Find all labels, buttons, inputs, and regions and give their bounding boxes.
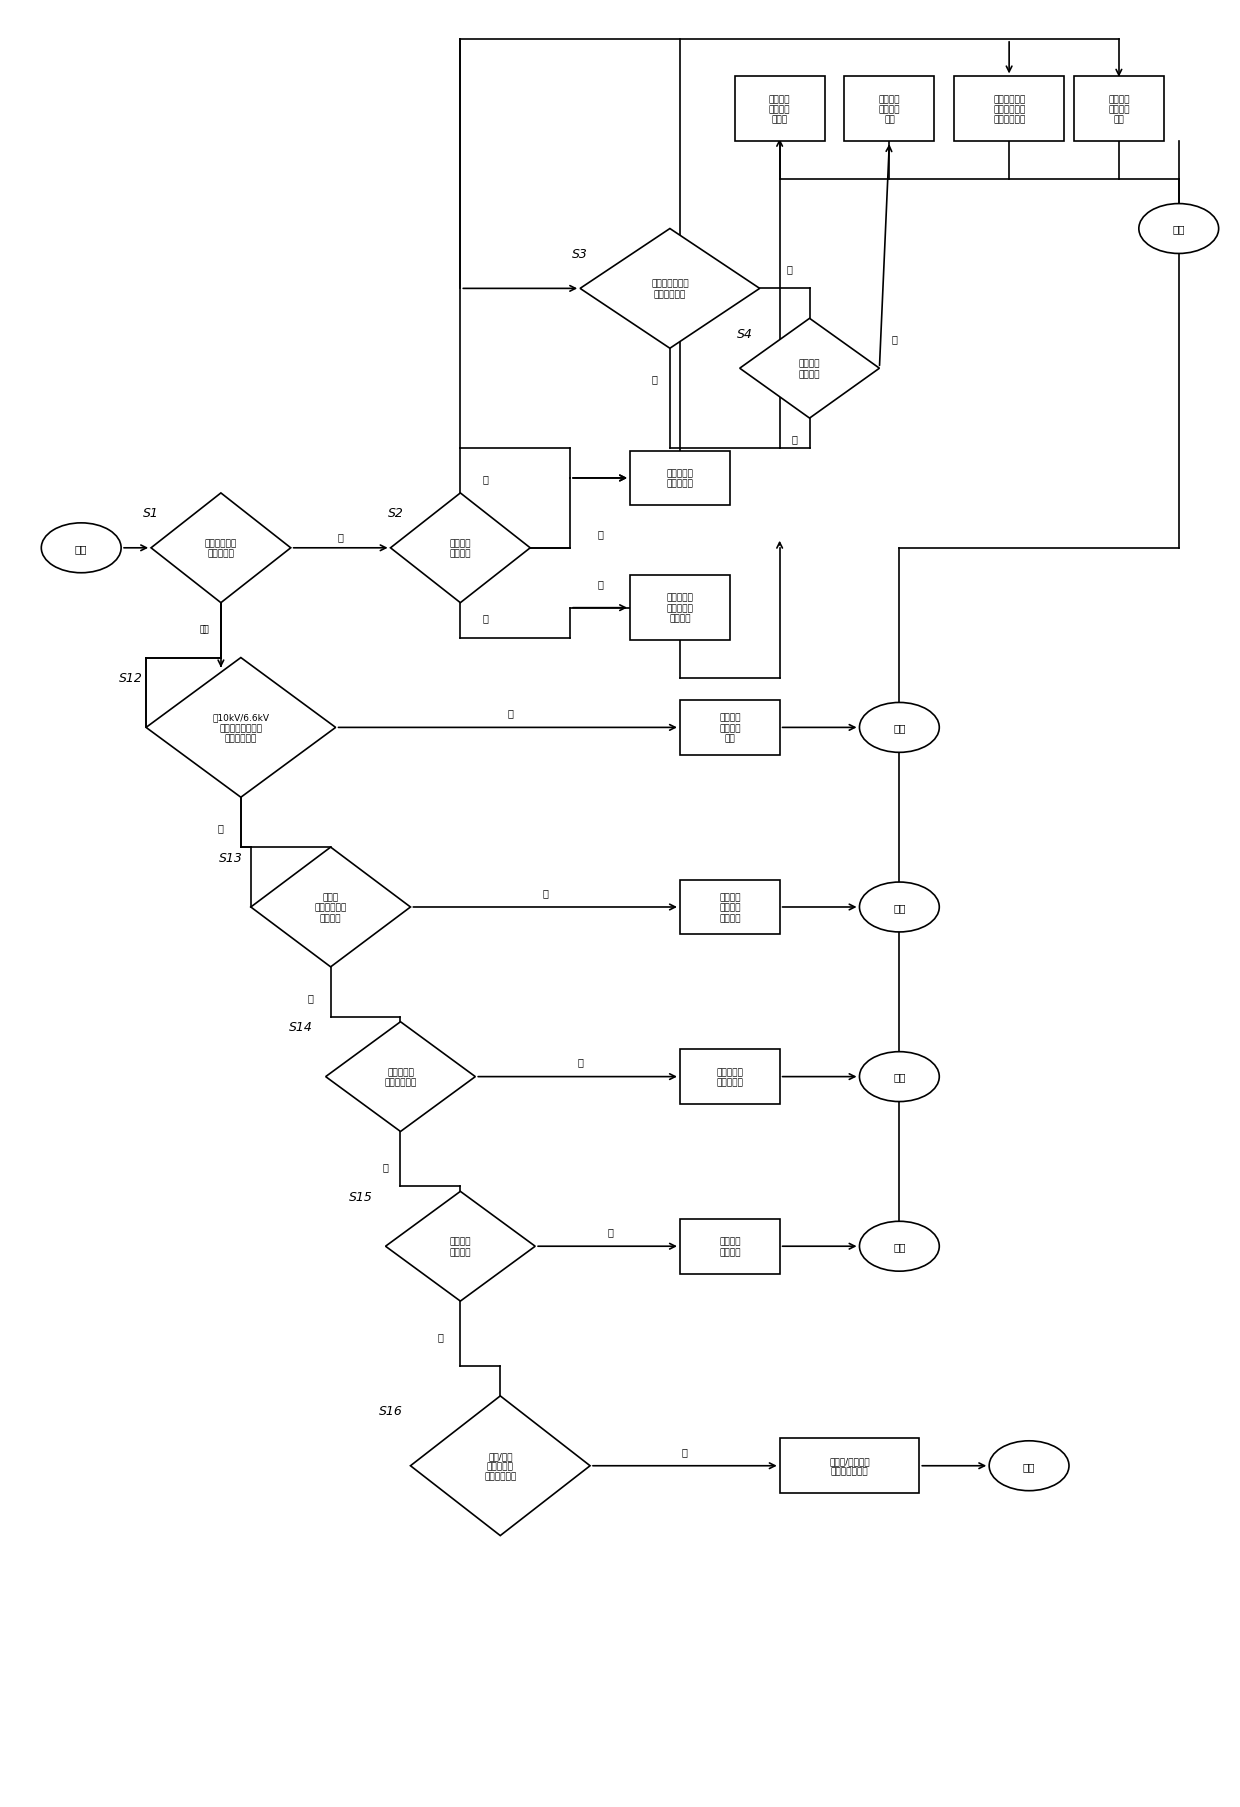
Text: 结束: 结束	[893, 1241, 905, 1252]
Text: 核电系统是否
为正常工况: 核电系统是否 为正常工况	[205, 538, 237, 558]
Polygon shape	[146, 658, 336, 799]
Ellipse shape	[859, 1222, 939, 1272]
Polygon shape	[410, 1397, 590, 1536]
Text: 是: 是	[507, 708, 513, 717]
Text: 中压/低压
移动发油机
接口是否可用: 中压/低压 移动发油机 接口是否可用	[484, 1451, 516, 1480]
Polygon shape	[391, 493, 531, 604]
Text: 是: 是	[577, 1057, 583, 1068]
Ellipse shape	[859, 882, 939, 932]
Text: 是: 是	[482, 613, 489, 623]
FancyBboxPatch shape	[780, 1438, 919, 1493]
Ellipse shape	[859, 703, 939, 754]
Text: 否: 否	[308, 992, 314, 1003]
Text: 结束: 结束	[893, 1072, 905, 1082]
FancyBboxPatch shape	[1074, 78, 1164, 143]
Text: 是: 是	[608, 1227, 613, 1236]
Text: S13: S13	[219, 851, 243, 864]
FancyBboxPatch shape	[630, 576, 730, 641]
Text: 由光伏或风
电系统供电: 由光伏或风 电系统供电	[717, 1068, 743, 1086]
FancyBboxPatch shape	[680, 1220, 780, 1274]
FancyBboxPatch shape	[680, 701, 780, 755]
Text: S14: S14	[289, 1021, 312, 1034]
Text: 光伏或风电
系统是否可用: 光伏或风电 系统是否可用	[384, 1068, 417, 1086]
Text: 由核电站
厂外电源
接口供电: 由核电站 厂外电源 接口供电	[719, 893, 740, 922]
Text: S3: S3	[572, 248, 588, 260]
FancyBboxPatch shape	[955, 78, 1064, 143]
Text: 是: 是	[652, 374, 658, 383]
Text: 与10kV/6.6kV
并线相连的外电网
接口是否可用: 与10kV/6.6kV 并线相连的外电网 接口是否可用	[212, 714, 269, 743]
Text: 开始: 开始	[74, 544, 88, 553]
Polygon shape	[580, 229, 760, 349]
Text: 否: 否	[438, 1332, 444, 1341]
FancyBboxPatch shape	[844, 78, 934, 143]
Text: 否: 否	[203, 623, 208, 632]
Polygon shape	[250, 847, 410, 967]
Text: S2: S2	[388, 508, 403, 520]
Ellipse shape	[859, 1052, 939, 1102]
Polygon shape	[740, 320, 879, 419]
Text: 通过核电站
厂外电源在
谷时充电: 通过核电站 厂外电源在 谷时充电	[666, 593, 693, 623]
Text: 由储能系
统提供电: 由储能系 统提供电	[719, 1236, 740, 1256]
Text: 结束: 结束	[893, 902, 905, 913]
Text: 否: 否	[791, 434, 797, 445]
Text: 否: 否	[218, 822, 224, 833]
Text: 是: 是	[892, 334, 898, 343]
Text: 是: 是	[598, 578, 603, 589]
FancyBboxPatch shape	[680, 1050, 780, 1104]
Text: 否: 否	[383, 1162, 388, 1171]
Text: S15: S15	[348, 1191, 372, 1203]
Text: 通过核电站
厂用电充电: 通过核电站 厂用电充电	[666, 470, 693, 488]
Text: 否: 否	[598, 528, 603, 538]
Text: 核电站
厂外电源接口
是否可用: 核电站 厂外电源接口 是否可用	[315, 893, 347, 922]
Text: 由核电系
统向电网
供电: 由核电系 统向电网 供电	[1109, 94, 1130, 125]
Text: S12: S12	[119, 672, 143, 685]
Polygon shape	[386, 1191, 536, 1301]
Text: 否: 否	[786, 264, 792, 275]
Text: 由外电网
电源接口
供电: 由外电网 电源接口 供电	[719, 714, 740, 743]
Text: 由光伏或
风电向电
网供电: 由光伏或 风电向电 网供电	[769, 94, 790, 125]
Text: S16: S16	[378, 1404, 403, 1417]
Ellipse shape	[41, 524, 122, 573]
Text: 结束: 结束	[1023, 1460, 1035, 1471]
Text: 是否执行
峰谷用价: 是否执行 峰谷用价	[450, 538, 471, 558]
Ellipse shape	[1138, 204, 1219, 255]
Text: 由储能系
统向电网
供电: 由储能系 统向电网 供电	[879, 94, 900, 125]
Text: 否: 否	[200, 623, 206, 632]
Text: 储能系统
是否可用: 储能系统 是否可用	[450, 1236, 471, 1256]
Text: 是: 是	[682, 1446, 688, 1456]
Text: 是: 是	[542, 887, 548, 898]
FancyBboxPatch shape	[630, 452, 730, 506]
Text: 是: 是	[337, 531, 343, 542]
Text: S1: S1	[143, 508, 159, 520]
FancyBboxPatch shape	[680, 880, 780, 934]
Text: 结束: 结束	[893, 723, 905, 734]
Text: 储能电量
是否足够: 储能电量 是否足够	[799, 360, 821, 379]
Text: 否: 否	[482, 473, 489, 484]
FancyBboxPatch shape	[735, 78, 825, 143]
Text: 光伏或风电系统
电量是否足够: 光伏或风电系统 电量是否足够	[651, 280, 688, 298]
Polygon shape	[326, 1023, 475, 1131]
Text: 结束: 结束	[1173, 224, 1185, 235]
Text: 由核电站厂用
电通过储能系
统向电网供电: 由核电站厂用 电通过储能系 统向电网供电	[993, 94, 1025, 125]
Ellipse shape	[990, 1440, 1069, 1491]
Text: 由中压/低压移动
发油机接口供电: 由中压/低压移动 发油机接口供电	[830, 1456, 869, 1476]
Text: S4: S4	[737, 327, 753, 340]
Polygon shape	[151, 493, 290, 604]
